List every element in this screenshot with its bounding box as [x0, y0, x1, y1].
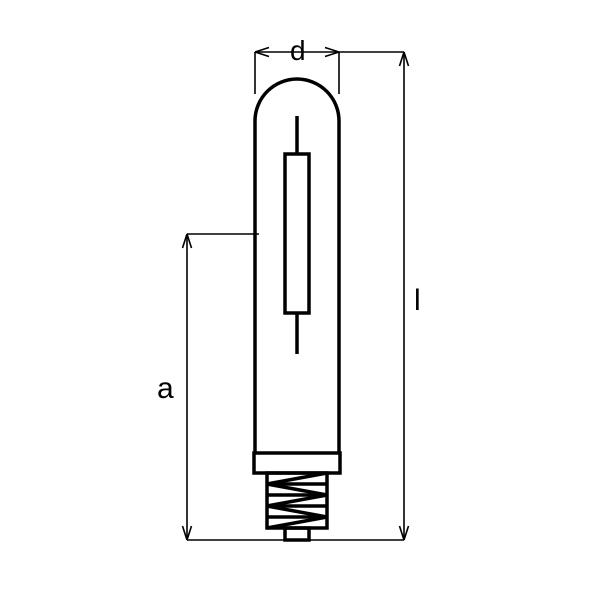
base-collar: [254, 453, 340, 473]
base-tip: [285, 528, 309, 540]
dim-d-label: d: [290, 35, 306, 66]
dim-a-label: a: [157, 372, 174, 405]
dim-l-label: l: [414, 284, 421, 317]
arc-tube: [285, 154, 309, 313]
